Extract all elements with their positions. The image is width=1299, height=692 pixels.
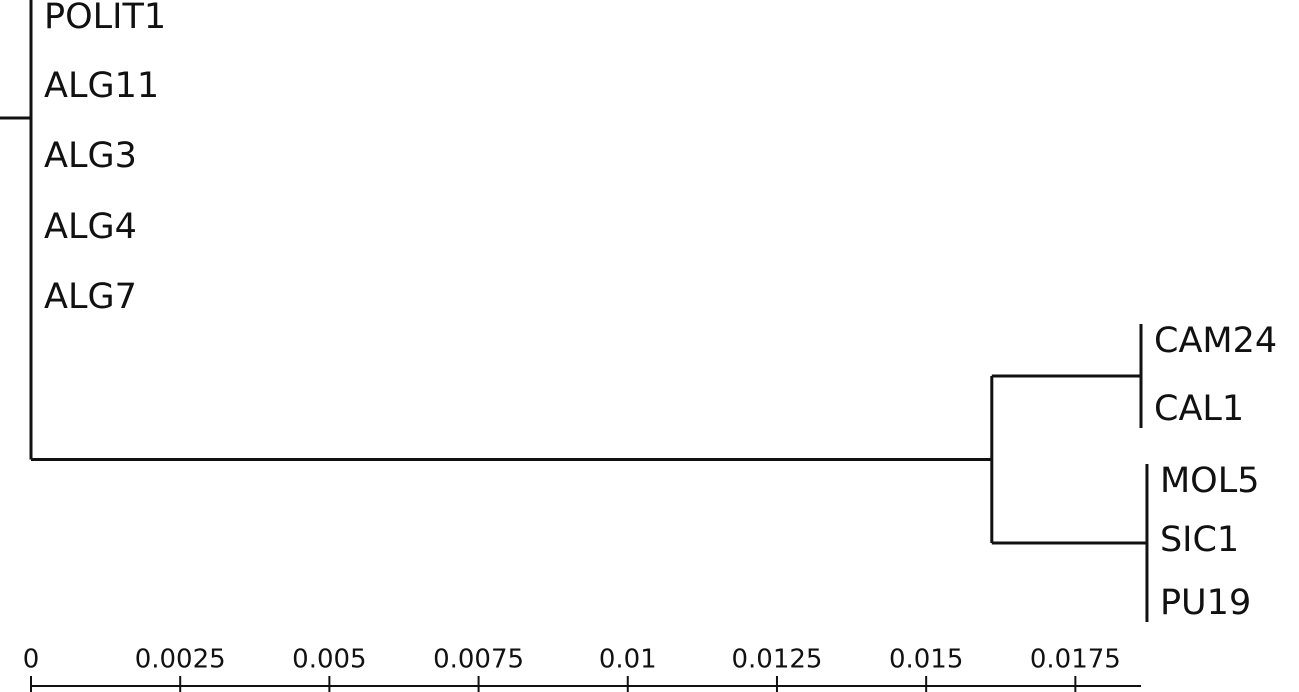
leaf-label: PU19 <box>1160 583 1251 623</box>
leaf-label: ALG11 <box>44 66 159 106</box>
x-tick-label: 0.01 <box>599 645 657 675</box>
leaf-label: CAL1 <box>1154 389 1244 429</box>
leaf-label: MOL5 <box>1160 461 1260 501</box>
leaf-label: POLIT1 <box>44 0 166 37</box>
x-tick-label: 0.005 <box>292 645 366 675</box>
x-tick-label: 0.0075 <box>433 645 524 675</box>
leaf-label: ALG7 <box>44 277 137 317</box>
leaf-label: CAM24 <box>1154 321 1277 361</box>
leaf-label: ALG3 <box>44 136 137 176</box>
leaf-label: ALG4 <box>44 207 137 247</box>
x-tick-label: 0.0125 <box>731 645 822 675</box>
leaf-label: SIC1 <box>1160 520 1239 560</box>
x-tick-label: 0.0025 <box>135 645 226 675</box>
x-tick-label: 0.0175 <box>1030 645 1121 675</box>
x-tick-label: 0 <box>23 645 40 675</box>
x-tick-label: 0.015 <box>889 645 963 675</box>
